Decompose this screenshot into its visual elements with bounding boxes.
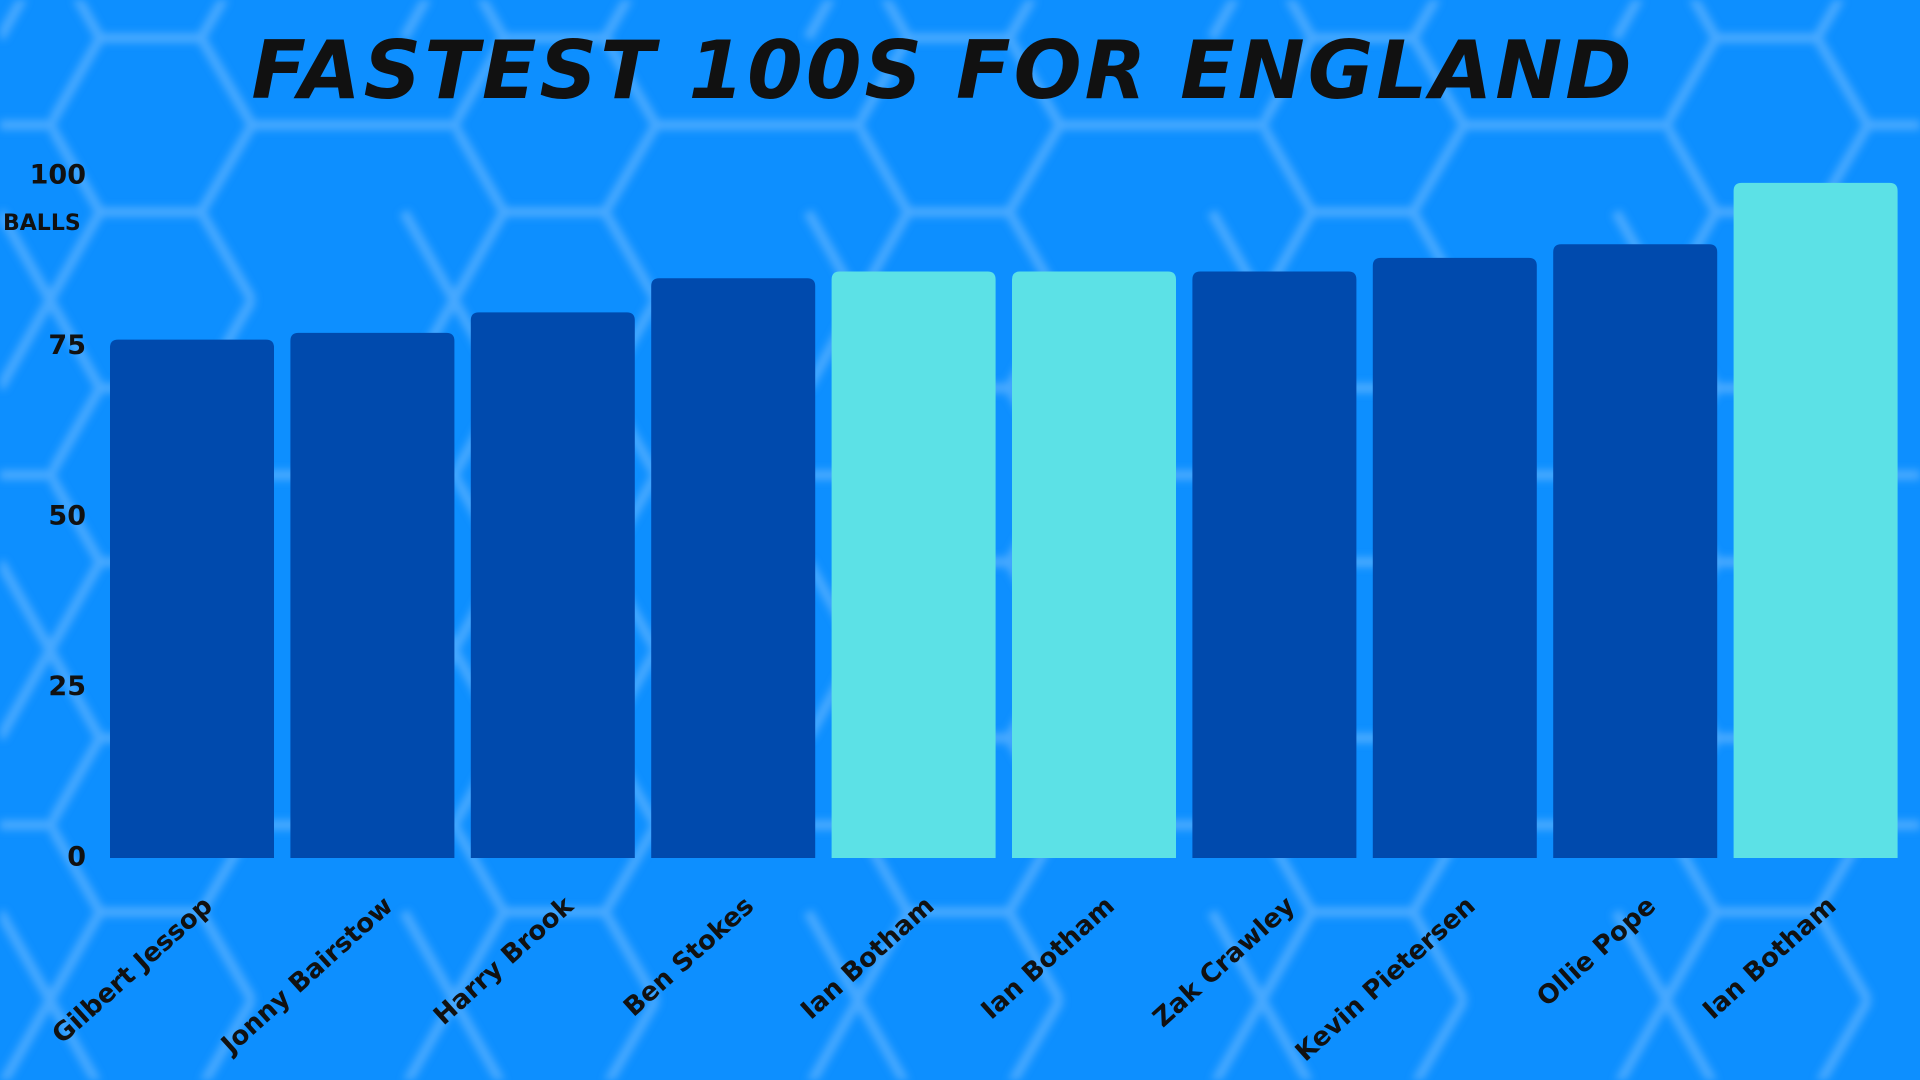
bar (1733, 182, 1898, 858)
chart-title: FASTEST 100S FOR ENGLAND (251, 24, 1634, 117)
bar (470, 312, 635, 858)
bar (651, 278, 816, 858)
bar (1372, 257, 1537, 859)
y-tick-label: 75 (48, 330, 86, 361)
y-axis-label: BALLS (3, 211, 81, 236)
bar (831, 271, 996, 859)
y-tick-label: 50 (48, 501, 86, 532)
bar (1553, 244, 1718, 858)
bar (1012, 271, 1176, 859)
y-tick-label: 25 (48, 671, 86, 702)
y-tick-label: 0 (67, 842, 86, 873)
bar (290, 332, 455, 858)
y-tick-label: 100 (30, 160, 86, 191)
bar (110, 339, 274, 858)
bar (1192, 271, 1357, 859)
